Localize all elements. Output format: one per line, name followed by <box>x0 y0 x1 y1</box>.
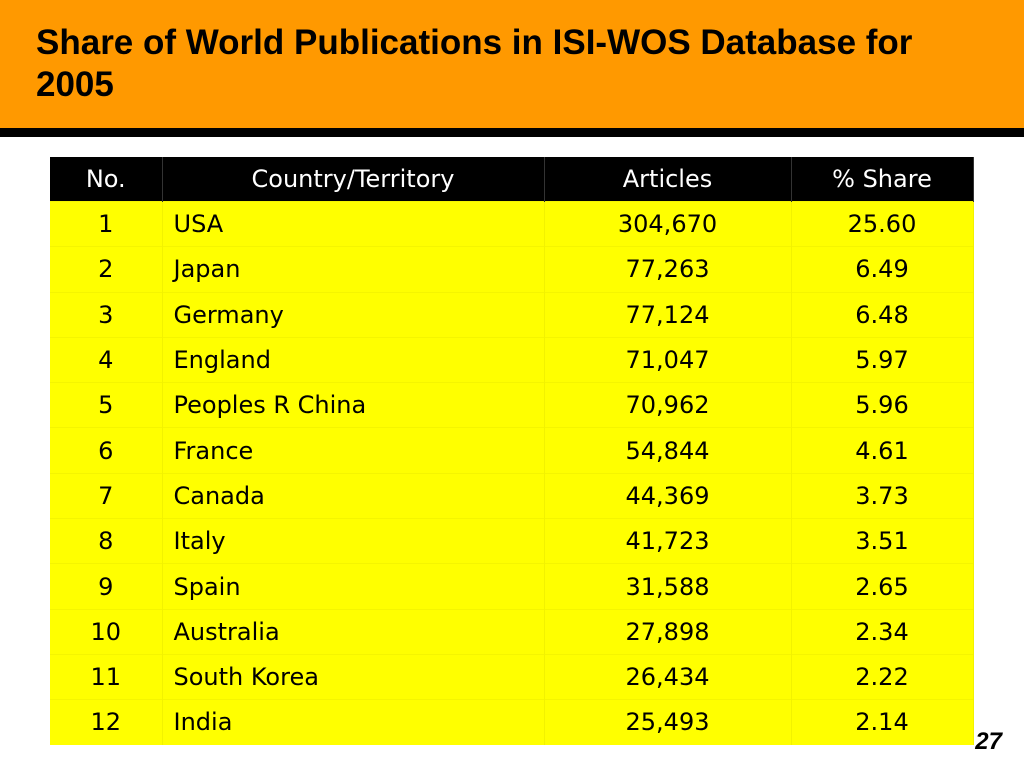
cell-country: Spain <box>162 563 545 610</box>
slide-title: Share of World Publications in ISI-WOS D… <box>36 23 913 104</box>
cell-no: 1 <box>50 200 163 247</box>
cell-share: 25.60 <box>791 200 974 247</box>
cell-country: Canada <box>162 472 545 519</box>
cell-share: 6.48 <box>791 291 974 338</box>
cell-country: France <box>162 427 545 474</box>
table-row: 2 Japan 77,263 6.49 <box>50 246 974 293</box>
table-row: 1 USA 304,670 25.60 <box>50 200 974 247</box>
cell-share: 2.65 <box>791 563 974 610</box>
cell-no: 7 <box>50 472 163 519</box>
table-row: 9 Spain 31,588 2.65 <box>50 563 974 610</box>
cell-articles: 71,047 <box>544 336 792 383</box>
table-row: 8 Italy 41,723 3.51 <box>50 518 974 564</box>
cell-share: 3.73 <box>791 472 974 519</box>
cell-no: 9 <box>50 563 163 610</box>
publications-table: No. Country/Territory Articles % Share 1… <box>50 157 974 745</box>
cell-no: 5 <box>50 382 163 428</box>
cell-share: 5.97 <box>791 336 974 383</box>
cell-articles: 77,263 <box>544 246 792 293</box>
cell-articles: 70,962 <box>544 382 792 428</box>
table-row: 4 England 71,047 5.97 <box>50 336 974 383</box>
cell-no: 3 <box>50 291 163 338</box>
table-row: 5 Peoples R China 70,962 5.96 <box>50 382 974 428</box>
cell-country: USA <box>162 200 545 247</box>
cell-share: 3.51 <box>791 518 974 564</box>
cell-articles: 304,670 <box>544 200 792 247</box>
header-share: % Share <box>791 157 974 202</box>
cell-share: 2.14 <box>791 699 974 745</box>
cell-articles: 31,588 <box>544 563 792 610</box>
cell-share: 5.96 <box>791 382 974 428</box>
cell-no: 12 <box>50 699 163 745</box>
cell-no: 10 <box>50 608 163 655</box>
table-row: 12 India 25,493 2.14 <box>50 699 974 745</box>
cell-share: 2.34 <box>791 608 974 655</box>
cell-articles: 27,898 <box>544 608 792 655</box>
cell-country: Australia <box>162 608 545 655</box>
cell-country: Peoples R China <box>162 382 545 428</box>
table-header-row: No. Country/Territory Articles % Share <box>50 157 974 202</box>
table-row: 6 France 54,844 4.61 <box>50 427 974 474</box>
cell-country: South Korea <box>162 653 545 700</box>
cell-articles: 41,723 <box>544 518 792 564</box>
cell-articles: 25,493 <box>544 699 792 745</box>
cell-no: 11 <box>50 653 163 700</box>
header-country: Country/Territory <box>162 157 545 202</box>
cell-no: 2 <box>50 246 163 293</box>
cell-share: 6.49 <box>791 246 974 293</box>
title-band: Share of World Publications in ISI-WOS D… <box>0 0 1024 128</box>
cell-no: 8 <box>50 518 163 564</box>
cell-articles: 54,844 <box>544 427 792 474</box>
cell-articles: 77,124 <box>544 291 792 338</box>
cell-country: India <box>162 699 545 745</box>
header-no: No. <box>50 157 163 202</box>
table-row: 11 South Korea 26,434 2.22 <box>50 653 974 700</box>
page-number: 27 <box>975 728 1002 755</box>
table-row: 10 Australia 27,898 2.34 <box>50 608 974 655</box>
cell-share: 2.22 <box>791 653 974 700</box>
cell-country: England <box>162 336 545 383</box>
title-divider <box>0 128 1024 137</box>
cell-country: Japan <box>162 246 545 293</box>
header-articles: Articles <box>544 157 792 202</box>
cell-no: 6 <box>50 427 163 474</box>
cell-articles: 44,369 <box>544 472 792 519</box>
cell-country: Germany <box>162 291 545 338</box>
cell-country: Italy <box>162 518 545 564</box>
cell-share: 4.61 <box>791 427 974 474</box>
cell-no: 4 <box>50 336 163 383</box>
table-row: 3 Germany 77,124 6.48 <box>50 291 974 338</box>
cell-articles: 26,434 <box>544 653 792 700</box>
table-row: 7 Canada 44,369 3.73 <box>50 472 974 519</box>
